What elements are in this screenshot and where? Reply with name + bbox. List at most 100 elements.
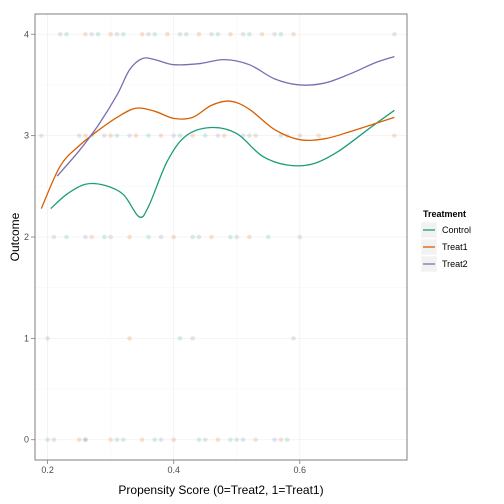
ticks-layer: 0 1 2 3 4 0.2 0.4 0.6	[24, 29, 306, 475]
data-point-treat1	[171, 437, 177, 443]
data-point-control	[114, 437, 120, 443]
data-point-control	[152, 437, 158, 443]
data-point-control	[114, 133, 120, 138]
data-point-treat1	[83, 31, 88, 37]
data-point-control	[64, 234, 69, 240]
grid	[35, 14, 407, 460]
legend-title: Treatment	[423, 209, 466, 219]
data-point-treat1	[76, 437, 82, 443]
data-point-treat1	[215, 437, 221, 443]
legend-label-control: Control	[442, 225, 471, 235]
data-point-treat2	[196, 234, 202, 240]
data-point-treat1	[228, 31, 233, 37]
y-tick-label: 4	[24, 29, 29, 39]
data-point-control	[247, 31, 252, 37]
data-point-treat2	[234, 234, 240, 240]
data-point-control	[45, 437, 50, 443]
data-point-treat2	[114, 31, 120, 37]
data-point-treat2	[51, 234, 57, 240]
data-point-control	[177, 133, 183, 138]
data-point-treat2	[202, 437, 208, 443]
data-point-control	[228, 234, 233, 240]
legend: Treatment Control Treat1 Treat2	[420, 209, 471, 273]
data-point-treat1	[133, 133, 139, 138]
data-point-control	[265, 234, 271, 240]
y-tick-label: 0	[24, 435, 29, 445]
data-point-treat2	[89, 31, 95, 37]
data-point-treat2	[108, 234, 113, 240]
data-point-treat2	[83, 437, 88, 443]
data-point-control	[64, 31, 69, 37]
data-point-treat2	[272, 437, 277, 443]
smooth-lines-layer	[40, 55, 395, 218]
data-point-treat2	[127, 133, 132, 138]
data-point-treat1	[165, 31, 170, 37]
data-point-control	[215, 31, 221, 37]
data-point-control	[278, 31, 284, 37]
smooth-line-control	[50, 109, 395, 218]
data-point-treat2	[158, 234, 164, 240]
data-point-control	[196, 437, 202, 443]
legend-label-treat1: Treat1	[442, 242, 468, 252]
data-point-control	[83, 437, 88, 443]
data-point-treat2	[171, 133, 177, 138]
data-point-treat1	[139, 437, 145, 443]
data-point-treat1	[108, 437, 113, 443]
data-point-treat2	[392, 31, 397, 37]
data-point-control	[102, 234, 107, 240]
data-point-treat1	[108, 133, 113, 138]
data-point-control	[240, 437, 246, 443]
smooth-line-treat2	[56, 55, 395, 177]
smooth-line-treat1	[40, 100, 395, 209]
data-point-treat1	[89, 234, 95, 240]
data-point-treat1	[127, 234, 132, 240]
data-point-treat2	[297, 234, 303, 240]
data-point-treat1	[196, 31, 202, 37]
data-point-treat1	[221, 133, 227, 138]
data-point-treat2	[240, 31, 246, 37]
data-point-treat1	[392, 133, 397, 138]
data-point-control	[190, 234, 195, 240]
data-point-treat2	[120, 437, 126, 443]
data-point-treat2	[215, 133, 221, 138]
data-point-control	[95, 31, 101, 37]
data-point-treat2	[83, 234, 88, 240]
data-point-treat2	[39, 133, 44, 138]
data-point-treat1	[139, 31, 145, 37]
data-point-control	[202, 133, 208, 138]
y-tick-label: 3	[24, 131, 29, 141]
data-point-control	[284, 437, 290, 443]
data-point-treat2	[177, 31, 183, 37]
points-layer	[39, 31, 397, 443]
legend-label-treat2: Treat2	[442, 259, 468, 269]
data-point-treat1	[158, 133, 164, 138]
data-point-treat2	[190, 336, 195, 341]
data-point-control	[146, 234, 151, 240]
data-point-treat2	[158, 437, 164, 443]
data-point-treat1	[278, 437, 284, 443]
data-point-control	[146, 133, 151, 138]
data-point-treat2	[102, 133, 107, 138]
data-point-treat2	[209, 31, 214, 37]
data-point-treat2	[76, 133, 82, 138]
data-point-treat1	[190, 133, 195, 138]
x-tick-label: 0.4	[167, 465, 180, 475]
data-point-treat1	[253, 437, 258, 443]
data-point-control	[247, 133, 252, 138]
data-point-treat1	[291, 31, 296, 37]
data-point-treat1	[127, 336, 132, 341]
data-point-control	[184, 31, 189, 37]
data-point-control	[278, 133, 284, 138]
y-tick-label: 2	[24, 232, 29, 242]
data-point-treat2	[57, 31, 63, 37]
data-point-treat2	[297, 133, 303, 138]
data-point-treat1	[209, 234, 214, 240]
x-axis-title: Propensity Score (0=Treat2, 1=Treat1)	[118, 483, 323, 497]
data-point-treat2	[291, 336, 296, 341]
data-point-treat2	[45, 336, 50, 341]
data-point-treat1	[247, 234, 252, 240]
legend-keys: Control Treat1 Treat2	[420, 221, 471, 273]
data-point-control	[228, 437, 233, 443]
data-point-treat1	[253, 133, 258, 138]
